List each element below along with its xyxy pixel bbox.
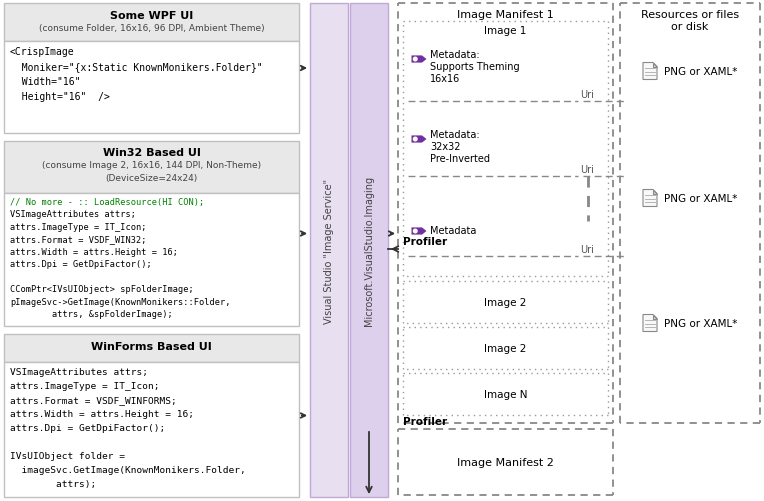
Text: Uri: Uri xyxy=(580,244,594,255)
Polygon shape xyxy=(412,136,426,143)
Polygon shape xyxy=(653,190,657,194)
Polygon shape xyxy=(653,63,657,67)
Text: <CrispImage: <CrispImage xyxy=(10,47,75,57)
Text: imageSvc.GetImage(KnownMonikers.Folder,: imageSvc.GetImage(KnownMonikers.Folder, xyxy=(10,465,246,474)
Text: Metadata: Metadata xyxy=(430,225,477,235)
Text: attrs.ImageType = IT_Icon;: attrs.ImageType = IT_Icon; xyxy=(10,222,147,231)
Polygon shape xyxy=(653,315,657,319)
Text: attrs.Format = VSDF_WIN32;: attrs.Format = VSDF_WIN32; xyxy=(10,235,147,244)
Bar xyxy=(310,4,348,497)
Circle shape xyxy=(413,138,417,141)
Text: or disk: or disk xyxy=(672,22,709,32)
Bar xyxy=(4,334,299,362)
Text: attrs, &spFolderImage);: attrs, &spFolderImage); xyxy=(10,310,173,319)
Text: 32x32: 32x32 xyxy=(430,142,461,152)
Bar xyxy=(4,4,299,42)
Text: IVsUIObject folder =: IVsUIObject folder = xyxy=(10,451,125,460)
Text: Image Manifest 2: Image Manifest 2 xyxy=(457,457,554,467)
Text: Height="16"  />: Height="16" /> xyxy=(10,92,110,102)
Text: Moniker="{x:Static KnownMonikers.Folder}": Moniker="{x:Static KnownMonikers.Folder}… xyxy=(10,62,263,72)
Text: Width="16": Width="16" xyxy=(10,77,80,87)
Bar xyxy=(4,42,299,134)
Polygon shape xyxy=(643,190,657,207)
Polygon shape xyxy=(643,63,657,80)
Text: Image 2: Image 2 xyxy=(484,298,526,308)
Text: PNG or XAML*: PNG or XAML* xyxy=(664,193,737,203)
Polygon shape xyxy=(643,315,657,332)
Text: attrs.Width = attrs.Height = 16;: attrs.Width = attrs.Height = 16; xyxy=(10,409,194,418)
Text: VSImageAttributes attrs;: VSImageAttributes attrs; xyxy=(10,367,148,376)
Text: Uri: Uri xyxy=(580,165,594,175)
Text: attrs.Dpi = GetDpiFactor();: attrs.Dpi = GetDpiFactor(); xyxy=(10,423,165,432)
Text: (DeviceSize=24x24): (DeviceSize=24x24) xyxy=(105,174,198,183)
Bar xyxy=(4,362,299,497)
Text: Metadata:: Metadata: xyxy=(430,130,480,140)
Text: Some WPF UI: Some WPF UI xyxy=(110,11,193,21)
Text: attrs.Dpi = GetDpiFactor();: attrs.Dpi = GetDpiFactor(); xyxy=(10,260,152,269)
Bar xyxy=(4,142,299,193)
Text: PNG or XAML*: PNG or XAML* xyxy=(664,318,737,328)
Text: PNG or XAML*: PNG or XAML* xyxy=(664,67,737,77)
Text: Profiler: Profiler xyxy=(403,416,447,426)
Circle shape xyxy=(413,230,417,233)
Text: Uri: Uri xyxy=(580,90,594,100)
Text: pImageSvc->GetImage(KnownMonikers::Folder,: pImageSvc->GetImage(KnownMonikers::Folde… xyxy=(10,298,231,307)
Bar xyxy=(4,193,299,326)
Text: Win32 Based UI: Win32 Based UI xyxy=(102,148,200,158)
Text: (consume Image 2, 16x16, 144 DPI, Non-Theme): (consume Image 2, 16x16, 144 DPI, Non-Th… xyxy=(42,161,261,170)
Text: (consume Folder, 16x16, 96 DPI, Ambient Theme): (consume Folder, 16x16, 96 DPI, Ambient … xyxy=(39,24,264,33)
Text: Image N: Image N xyxy=(484,389,527,399)
Text: Microsoft.VisualStudio.Imaging: Microsoft.VisualStudio.Imaging xyxy=(364,175,374,326)
Polygon shape xyxy=(412,228,426,235)
Text: Supports Theming: Supports Theming xyxy=(430,62,520,72)
Text: attrs.Width = attrs.Height = 16;: attrs.Width = attrs.Height = 16; xyxy=(10,247,178,257)
Text: Image 2: Image 2 xyxy=(484,343,526,353)
Text: VSImageAttributes attrs;: VSImageAttributes attrs; xyxy=(10,210,136,219)
Text: // No more - :: LoadResource(HI CON);: // No more - :: LoadResource(HI CON); xyxy=(10,197,204,206)
Text: attrs.Format = VSDF_WINFORMS;: attrs.Format = VSDF_WINFORMS; xyxy=(10,395,176,404)
Text: Visual Studio "Image Service": Visual Studio "Image Service" xyxy=(324,178,334,323)
Text: CComPtr<IVsUIObject> spFolderImage;: CComPtr<IVsUIObject> spFolderImage; xyxy=(10,285,194,294)
Text: WinForms Based UI: WinForms Based UI xyxy=(91,341,212,351)
Text: attrs);: attrs); xyxy=(10,479,96,488)
Circle shape xyxy=(413,58,417,62)
Text: Metadata:: Metadata: xyxy=(430,50,480,60)
Text: Pre-Inverted: Pre-Inverted xyxy=(430,154,490,164)
Text: attrs.ImageType = IT_Icon;: attrs.ImageType = IT_Icon; xyxy=(10,381,160,390)
Text: Profiler: Profiler xyxy=(403,236,447,246)
Bar xyxy=(350,4,388,497)
Text: Resources or files: Resources or files xyxy=(641,10,739,20)
Text: Image 1: Image 1 xyxy=(484,26,526,36)
Text: Image Manifest 1: Image Manifest 1 xyxy=(457,10,554,20)
Polygon shape xyxy=(412,56,426,64)
Text: 16x16: 16x16 xyxy=(430,74,460,84)
